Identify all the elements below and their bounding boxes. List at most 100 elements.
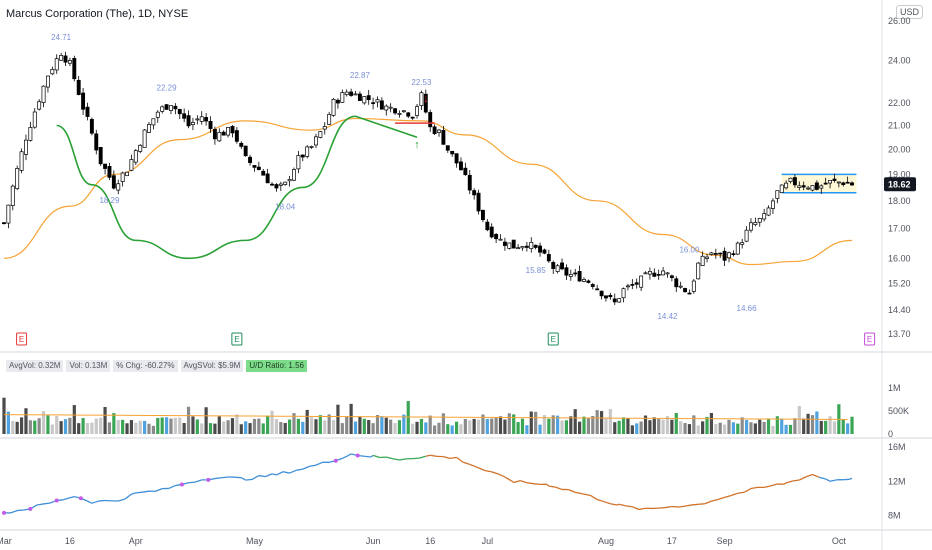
channel-fill — [781, 174, 857, 193]
candle-body — [59, 55, 64, 61]
price-tick-label: 13.70 — [888, 329, 911, 339]
time-tick-label: May — [246, 536, 264, 546]
indicator-segment — [829, 479, 837, 482]
candle-body — [533, 244, 538, 248]
candle-body — [349, 91, 354, 96]
volume-bar — [718, 422, 722, 434]
indicator-segment — [370, 454, 374, 458]
new-high-dot — [355, 453, 360, 458]
volume-bar — [33, 420, 37, 434]
new-high-dot — [28, 506, 33, 511]
candle-body — [806, 187, 811, 190]
indicator-segment — [348, 453, 352, 456]
volume-bar — [731, 422, 735, 434]
volume-bar — [24, 408, 28, 434]
indicator-segment — [296, 468, 303, 471]
volume-bar — [353, 421, 358, 434]
candle-body — [841, 182, 846, 185]
volume-bar — [309, 417, 314, 434]
candle-body — [375, 99, 380, 103]
candle-body — [634, 282, 639, 285]
candle-body — [147, 124, 151, 133]
candle-body — [37, 101, 42, 110]
price-annotations: 24.71 22.29 18.29 18.04 22.87 22.53 15.85 16.00… — [51, 33, 757, 321]
last-price-label: 18.62 — [888, 179, 911, 189]
candle-body — [98, 146, 103, 165]
chart-title: Marcus Corporation (The), 1D, NYSE — [6, 8, 189, 20]
volume-bar — [318, 415, 322, 434]
candle-body — [524, 245, 529, 248]
candle-body — [415, 106, 419, 116]
volume-bar — [744, 419, 749, 434]
candle-body — [674, 278, 679, 288]
candle-body — [261, 170, 266, 176]
volume-bar — [81, 418, 85, 434]
sell-arrow: ↓ — [423, 93, 429, 105]
earnings-marker — [231, 332, 243, 346]
time-tick-label: Apr — [129, 536, 143, 546]
indicator-segment — [616, 503, 620, 506]
indicator-segment — [698, 503, 705, 505]
candle-body — [410, 116, 415, 119]
volume-tick-label: 500K — [888, 406, 909, 416]
volume-bar — [771, 425, 775, 434]
candle-body — [538, 245, 543, 253]
candle-body — [608, 294, 613, 298]
volume-bar — [375, 414, 380, 434]
volume-bar — [498, 416, 503, 434]
volume-bar — [692, 415, 696, 434]
indicator-segment — [555, 486, 563, 491]
volume-bar — [411, 423, 415, 434]
volume-bar — [512, 414, 516, 434]
volume-bar — [11, 420, 15, 434]
candle-body — [199, 116, 204, 122]
price-tick-label: 14.40 — [888, 305, 911, 315]
currency-badge[interactable]: USD — [896, 5, 924, 19]
volume-bar — [828, 416, 832, 434]
volume-bar — [195, 419, 199, 434]
earnings-label: E — [867, 335, 872, 344]
candle-body — [221, 131, 226, 136]
volume-bar — [367, 420, 371, 434]
new-high-dot — [179, 482, 184, 487]
volume-bar — [433, 425, 437, 434]
volume-bar — [547, 418, 551, 434]
volume-bar — [573, 409, 577, 434]
candle-body — [419, 92, 424, 106]
volume-bar — [121, 419, 125, 434]
volume-bar — [274, 419, 279, 434]
indicator-segment — [10, 509, 18, 514]
candle-body — [845, 181, 850, 184]
volume-bar — [595, 410, 599, 434]
volume-bar — [371, 423, 375, 434]
volume-bar — [164, 417, 169, 434]
candle-body — [472, 190, 477, 196]
indicator-segment — [271, 473, 277, 476]
candle-body — [621, 288, 626, 299]
indicator-segment — [98, 499, 106, 502]
indicator-segment — [812, 473, 820, 478]
candle-body — [718, 252, 723, 255]
volume-bar — [683, 423, 687, 434]
volume-bar — [701, 421, 705, 434]
indicator-segment — [792, 479, 800, 482]
indicator-segment — [491, 471, 499, 475]
candle-body — [520, 246, 525, 249]
candle-body — [762, 213, 767, 220]
indicator-segment — [485, 469, 492, 473]
indicator-segment — [596, 498, 604, 503]
ma-line — [3, 117, 853, 266]
volume-bar — [490, 418, 494, 434]
candle-body — [182, 113, 187, 119]
time-tick-label: 16 — [425, 536, 435, 546]
price-tick-label: 18.00 — [888, 196, 911, 206]
handle-line — [355, 115, 418, 139]
price-annotation: 22.87 — [350, 71, 371, 80]
volume-bar — [749, 422, 753, 434]
candle-body — [507, 242, 512, 249]
candle-body — [441, 129, 446, 145]
indicator-segment — [282, 471, 290, 474]
candle-body — [305, 146, 310, 157]
candle-body — [270, 183, 274, 186]
